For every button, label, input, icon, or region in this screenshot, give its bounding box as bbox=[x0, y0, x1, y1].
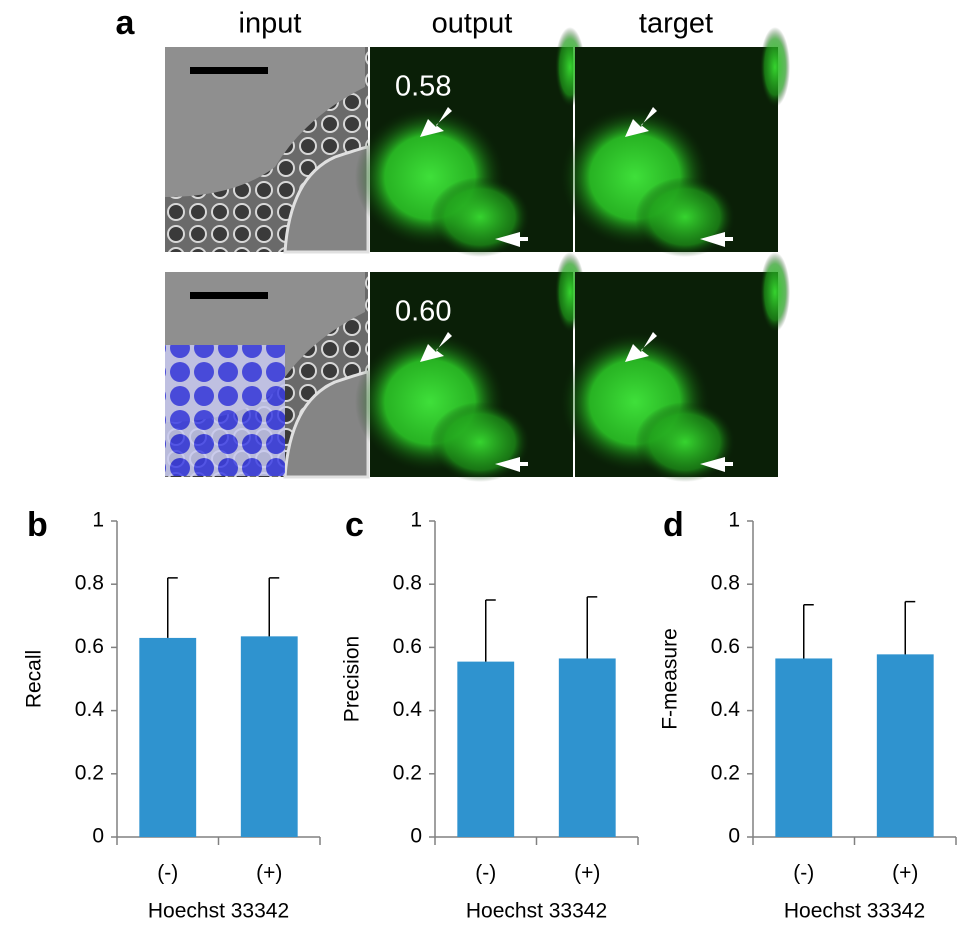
y-tick-label: 0.6 bbox=[711, 635, 740, 658]
y-tick-label: 0 bbox=[92, 825, 104, 848]
x-tick-label: (+) bbox=[256, 862, 282, 885]
column-header: output bbox=[432, 8, 513, 40]
x-tick-label: (+) bbox=[892, 862, 918, 885]
y-axis-label: F-measure bbox=[659, 628, 682, 730]
y-tick-label: 0 bbox=[728, 825, 740, 848]
image-target bbox=[560, 27, 790, 257]
bar bbox=[457, 661, 515, 837]
y-tick-label: 0.8 bbox=[711, 572, 740, 595]
panel-label: b bbox=[27, 506, 48, 544]
image-input bbox=[163, 270, 370, 479]
y-tick-label: 1 bbox=[728, 509, 740, 532]
y-tick-label: 0.2 bbox=[393, 761, 422, 784]
x-tick-label: (-) bbox=[157, 862, 178, 885]
bar bbox=[139, 637, 197, 837]
panel-label: d bbox=[663, 506, 684, 544]
image-output bbox=[355, 27, 585, 257]
error-bar bbox=[904, 600, 916, 655]
column-header: input bbox=[239, 8, 302, 40]
y-tick-label: 1 bbox=[92, 509, 104, 532]
y-tick-label: 0.4 bbox=[393, 698, 423, 721]
panel-label: a bbox=[116, 4, 136, 42]
image-input bbox=[163, 45, 370, 254]
x-tick-label: (-) bbox=[793, 862, 814, 885]
score-label: 0.58 bbox=[395, 71, 451, 103]
error-bar bbox=[485, 599, 496, 662]
x-tick-label: (-) bbox=[475, 862, 496, 885]
y-axis-label: Precision bbox=[341, 636, 364, 722]
image-output bbox=[355, 252, 585, 482]
error-bar bbox=[803, 603, 814, 659]
y-tick-label: 0.8 bbox=[75, 572, 104, 595]
y-tick-label: 0.2 bbox=[75, 761, 104, 784]
y-tick-label: 0 bbox=[410, 825, 422, 848]
y-tick-label: 0.4 bbox=[711, 698, 741, 721]
x-axis-label: Hoechst 33342 bbox=[148, 900, 289, 923]
error-bar bbox=[586, 596, 598, 659]
y-tick-label: 0.2 bbox=[711, 761, 740, 784]
y-axis-label: Recall bbox=[23, 650, 46, 708]
y-tick-label: 1 bbox=[410, 509, 422, 532]
column-header: target bbox=[639, 8, 713, 40]
y-tick-label: 0.6 bbox=[393, 635, 422, 658]
x-axis-label: Hoechst 33342 bbox=[784, 900, 925, 923]
bar bbox=[558, 658, 616, 837]
image-target bbox=[560, 252, 790, 482]
error-bar bbox=[167, 577, 178, 638]
bar bbox=[240, 636, 298, 837]
bar bbox=[876, 654, 934, 837]
y-tick-label: 0.4 bbox=[75, 698, 105, 721]
y-tick-label: 0.8 bbox=[393, 572, 422, 595]
score-label: 0.60 bbox=[395, 296, 451, 328]
error-bar bbox=[268, 577, 280, 637]
x-axis-label: Hoechst 33342 bbox=[466, 900, 607, 923]
x-tick-label: (+) bbox=[574, 862, 600, 885]
panel-label: c bbox=[345, 506, 364, 544]
y-tick-label: 0.6 bbox=[75, 635, 104, 658]
bar bbox=[775, 658, 833, 837]
